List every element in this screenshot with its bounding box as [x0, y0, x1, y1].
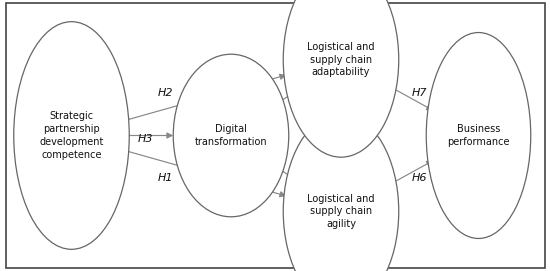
Text: H6: H6 [411, 173, 427, 182]
Text: H7: H7 [411, 88, 427, 98]
Text: Digital
transformation: Digital transformation [195, 124, 267, 147]
Text: Business
performance: Business performance [447, 124, 510, 147]
Text: H1: H1 [157, 173, 173, 182]
Ellipse shape [283, 0, 399, 157]
Ellipse shape [426, 33, 531, 238]
Text: Logistical and
supply chain
agility: Logistical and supply chain agility [307, 193, 375, 229]
Ellipse shape [14, 22, 129, 249]
Ellipse shape [283, 114, 399, 271]
Text: H5: H5 [270, 106, 285, 115]
Text: H4: H4 [270, 156, 285, 165]
Ellipse shape [173, 54, 289, 217]
Text: H3: H3 [138, 134, 153, 144]
Text: Strategic
partnership
development
competence: Strategic partnership development compet… [39, 111, 104, 160]
Text: H2: H2 [157, 88, 173, 98]
Text: Logistical and
supply chain
adaptability: Logistical and supply chain adaptability [307, 42, 375, 78]
